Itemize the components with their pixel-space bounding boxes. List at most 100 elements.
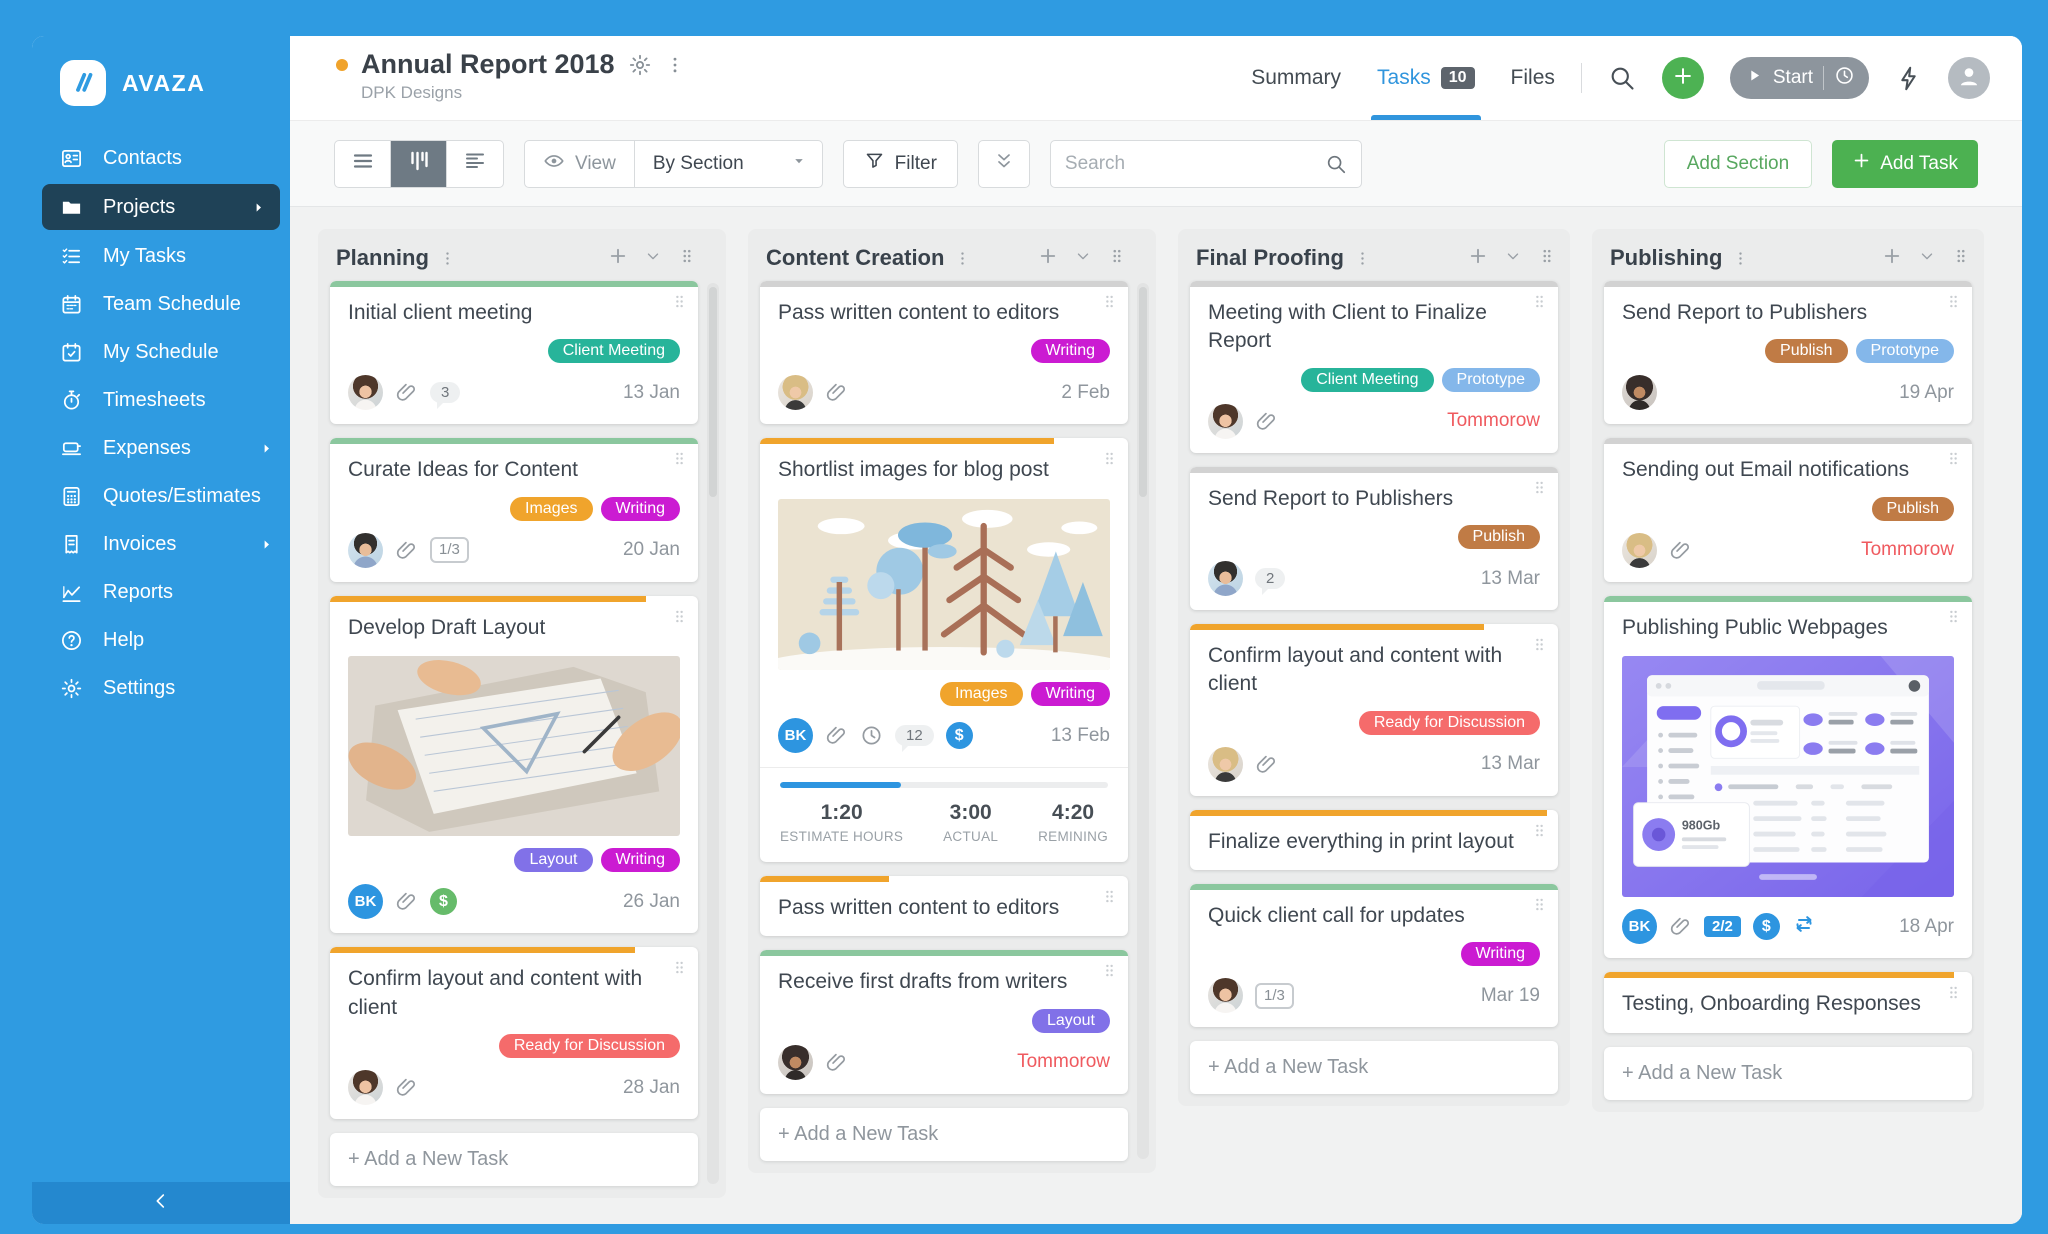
card-footer: Tommorow — [1622, 532, 1954, 568]
triangle-right-icon — [259, 537, 274, 552]
sidebar-collapse-button[interactable] — [32, 1182, 290, 1224]
sidebar-item-team-schedule[interactable]: Team Schedule — [32, 280, 290, 328]
card-title: Send Report to Publishers — [1208, 486, 1454, 510]
filter-button[interactable]: Filter — [842, 139, 958, 188]
card-drag-handle[interactable] — [1531, 293, 1548, 315]
task-card[interactable]: Pass written content to editors Writing 2 … — [760, 281, 1128, 425]
plus-icon — [1672, 65, 1694, 92]
column-collapse-button[interactable] — [1918, 247, 1936, 270]
column-add-task-button[interactable] — [1038, 246, 1058, 271]
sidebar-item-my-tasks[interactable]: My Tasks — [32, 232, 290, 280]
sidebar-item-reports[interactable]: Reports — [32, 568, 290, 616]
sidebar-item-invoices[interactable]: Invoices — [32, 520, 290, 568]
column-drag-handle[interactable] — [1108, 247, 1126, 270]
expand-collapse-all-button[interactable] — [977, 139, 1030, 188]
column-collapse-button[interactable] — [644, 247, 662, 270]
sidebar-item-help[interactable]: Help — [32, 616, 290, 664]
card-image-dashboard-purple: 980Gb — [1622, 656, 1954, 898]
task-card[interactable]: Shortlist images for blog post Images Writ… — [760, 438, 1128, 863]
card-progress-bar — [330, 947, 636, 954]
card-footer: 2 13 Mar — [1208, 561, 1540, 597]
card-drag-handle[interactable] — [1945, 984, 1962, 1006]
user-avatar[interactable] — [1948, 57, 1990, 99]
add-new-task-button[interactable]: + Add a New Task — [330, 1133, 698, 1187]
task-card[interactable]: Confirm layout and content with client Re… — [330, 947, 698, 1120]
card-drag-handle[interactable] — [671, 450, 688, 472]
sidebar-item-projects[interactable]: Projects — [42, 184, 280, 230]
card-title: Curate Ideas for Content — [348, 458, 578, 482]
attachment-paperclip-icon — [825, 1051, 848, 1074]
card-drag-handle[interactable] — [671, 959, 688, 981]
column-add-task-button[interactable] — [1468, 246, 1488, 271]
search-input[interactable] — [1064, 152, 1325, 175]
column-menu-kebab-icon[interactable] — [439, 250, 456, 267]
card-title: Initial client meeting — [348, 301, 533, 324]
task-card[interactable]: Finalize everything in print layout — [1190, 809, 1558, 871]
card-footer: 19 Apr — [1622, 375, 1954, 411]
column-add-task-button[interactable] — [608, 246, 628, 271]
card-drag-handle[interactable] — [1101, 888, 1118, 910]
tab-tasks[interactable]: Tasks 10 — [1371, 36, 1482, 120]
search-icon[interactable] — [1325, 153, 1347, 175]
view-mode-list-button[interactable] — [335, 140, 391, 187]
card-drag-handle[interactable] — [1101, 962, 1118, 984]
card-drag-handle[interactable] — [1531, 822, 1548, 844]
add-new-task-button[interactable]: + Add a New Task — [1604, 1046, 1972, 1100]
quick-add-button[interactable] — [1661, 57, 1704, 99]
column-drag-handle[interactable] — [678, 247, 696, 270]
task-card[interactable]: Receive first drafts from writers Layout T… — [760, 950, 1128, 1094]
task-card[interactable]: Sending out Email notifications Publish To… — [1604, 438, 1972, 582]
column-add-task-button[interactable] — [1882, 246, 1902, 271]
project-more-kebab-icon[interactable] — [665, 55, 685, 75]
search-icon[interactable] — [1608, 64, 1636, 92]
group-by-select[interactable]: View By Section — [524, 139, 823, 188]
task-card[interactable]: Confirm layout and content with client Re… — [1190, 624, 1558, 796]
tab-summary[interactable]: Summary — [1251, 36, 1341, 120]
tab-files[interactable]: Files — [1511, 36, 1555, 120]
card-drag-handle[interactable] — [1945, 293, 1962, 315]
task-card[interactable]: Send Report to Publishers Publish 2 13 Mar — [1190, 466, 1558, 611]
column-collapse-button[interactable] — [1504, 247, 1522, 270]
card-drag-handle[interactable] — [1101, 450, 1118, 472]
card-drag-handle[interactable] — [1531, 896, 1548, 918]
column-menu-kebab-icon[interactable] — [1354, 250, 1371, 267]
sidebar-item-expenses[interactable]: Expenses — [32, 424, 290, 472]
timer-start-button[interactable]: Start — [1729, 57, 1869, 99]
sidebar-item-my-schedule[interactable]: My Schedule — [32, 328, 290, 376]
add-new-task-button[interactable]: + Add a New Task — [760, 1107, 1128, 1161]
activity-bolt-icon[interactable] — [1895, 65, 1922, 92]
task-card[interactable]: Quick client call for updates Writing 1/3 M… — [1190, 884, 1558, 1028]
task-card[interactable]: Publishing Public Webpages 980Gb BK 2/2 $18 … — [1604, 595, 1972, 959]
card-drag-handle[interactable] — [671, 293, 688, 315]
project-settings-gear-icon[interactable] — [628, 53, 652, 77]
card-drag-handle[interactable] — [1101, 293, 1118, 315]
sidebar-item-timesheets[interactable]: Timesheets — [32, 376, 290, 424]
column-menu-kebab-icon[interactable] — [954, 250, 971, 267]
task-card[interactable]: Initial client meeting Client Meeting 3 13 … — [330, 281, 698, 425]
task-card[interactable]: Meeting with Client to Finalize Report Cl… — [1190, 281, 1558, 453]
add-task-button[interactable]: Add Task — [1832, 139, 1978, 188]
card-drag-handle[interactable] — [1531, 479, 1548, 501]
task-card[interactable]: Pass written content to editors — [760, 876, 1128, 937]
card-drag-handle[interactable] — [1945, 608, 1962, 630]
view-mode-kanban-button[interactable] — [391, 140, 447, 187]
view-mode-detail-button[interactable] — [447, 141, 503, 187]
add-new-task-button[interactable]: + Add a New Task — [1190, 1041, 1558, 1095]
sidebar-item-quotes-estimates[interactable]: Quotes/Estimates — [32, 472, 290, 520]
task-card[interactable]: Develop Draft Layout Layout Writing BK $26 J… — [330, 595, 698, 934]
sidebar-item-settings[interactable]: Settings — [32, 664, 290, 712]
card-drag-handle[interactable] — [671, 608, 688, 630]
sidebar-item-contacts[interactable]: Contacts — [32, 134, 290, 182]
task-card[interactable]: Send Report to Publishers Publish Prototyp… — [1604, 281, 1972, 425]
sidebar-nav: Contacts Projects My Tasks Team Schedule My … — [32, 134, 290, 712]
column-collapse-button[interactable] — [1074, 247, 1092, 270]
task-card[interactable]: Testing, Onboarding Responses — [1604, 972, 1972, 1033]
card-drag-handle[interactable] — [1945, 450, 1962, 472]
column-menu-kebab-icon[interactable] — [1732, 250, 1749, 267]
add-section-button[interactable]: Add Section — [1663, 139, 1813, 188]
card-drag-handle[interactable] — [1531, 636, 1548, 658]
column-drag-handle[interactable] — [1538, 247, 1556, 270]
column-drag-handle[interactable] — [1952, 247, 1970, 270]
brand-logo[interactable]: AVAZA — [32, 36, 290, 126]
task-card[interactable]: Curate Ideas for Content Images Writing 1/3… — [330, 438, 698, 582]
